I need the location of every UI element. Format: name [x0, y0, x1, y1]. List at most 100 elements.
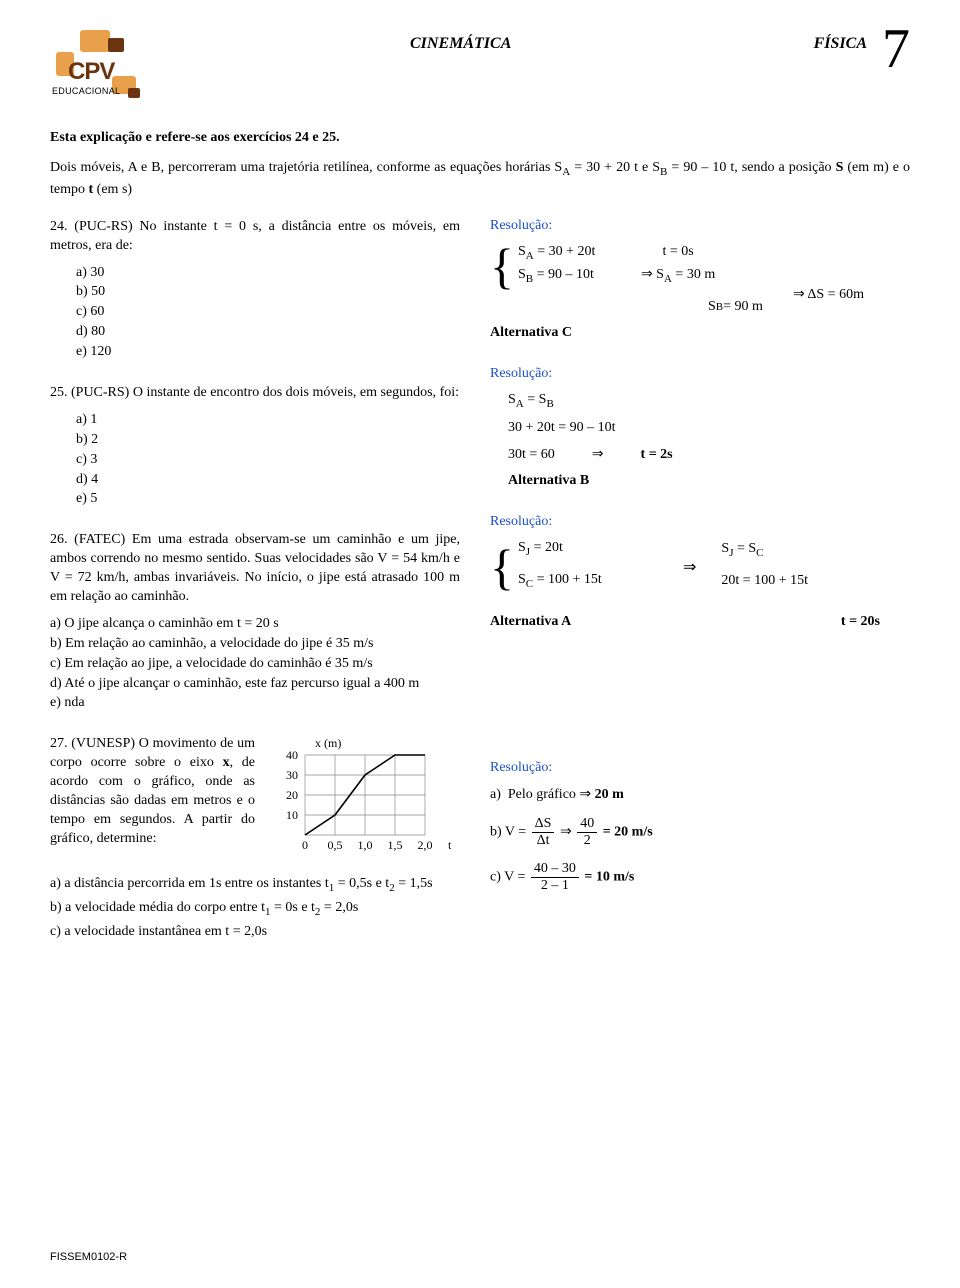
- q26-opt: d) Até o jipe alcançar o caminhão, este …: [50, 675, 460, 694]
- resolution-26: Resolução: { SJ = 20t SC = 100 + 15t ⇒ S…: [490, 514, 910, 630]
- seg: = 20 m/s: [603, 824, 653, 839]
- res25-alt: Alternativa B: [508, 473, 910, 489]
- den: Δt: [532, 833, 555, 848]
- logo: CPV EDUCACIONAL: [50, 30, 150, 110]
- seg: S: [518, 244, 526, 259]
- seg: = 90 m: [723, 299, 763, 315]
- intro-seg: Dois móveis, A e B, percorreram uma traj…: [50, 160, 562, 175]
- resolution-24: Resolução: { SA = 30 + 20t t = 0s SB = 9…: [490, 218, 910, 342]
- subtitle: CINEMÁTICA: [410, 35, 511, 53]
- intro-seg: (em s): [93, 182, 132, 197]
- svg-text:30: 30: [286, 768, 298, 782]
- seg: = 100 + 15t: [533, 572, 602, 587]
- res-label: Resolução:: [490, 366, 910, 382]
- svg-text:0,5: 0,5: [328, 838, 343, 852]
- svg-text:20: 20: [286, 788, 298, 802]
- intro-seg: = 30 + 20 t e S: [570, 160, 660, 175]
- seg: = 1,5s: [395, 876, 433, 891]
- intro-body: Dois móveis, A e B, percorreram uma traj…: [50, 158, 910, 200]
- seg: b) V =: [490, 824, 530, 839]
- res26-t: t = 20s: [841, 614, 880, 629]
- q25-opt: e) 5: [76, 490, 460, 509]
- q27-x: x: [223, 755, 230, 770]
- num: ΔS: [532, 817, 555, 833]
- q27-text: 27. (VUNESP) O movimento de um corpo oco…: [50, 735, 255, 865]
- svg-text:2,0: 2,0: [418, 838, 433, 852]
- left-column: 24. (PUC-RS) No instante t = 0 s, a dist…: [50, 218, 460, 964]
- question-24: 24. (PUC-RS) No instante t = 0 s, a dist…: [50, 218, 460, 362]
- res27-a: a) Pelo gráfico ⇒ 20 m: [490, 786, 910, 803]
- res26-row: { SJ = 20t SC = 100 + 15t ⇒ SJ = SC 20t …: [490, 540, 910, 594]
- seg: t = 0s: [662, 244, 693, 259]
- q25-opt: b) 2: [76, 431, 460, 450]
- res27-c: c) V = 40 – 302 – 1 = 10 m/s: [490, 862, 910, 893]
- content-columns: 24. (PUC-RS) No instante t = 0 s, a dist…: [50, 218, 910, 964]
- arrow-icon: ⇒: [683, 557, 696, 577]
- res-label: Resolução:: [490, 760, 910, 776]
- q26-opt: b) Em relação ao caminhão, a velocidade …: [50, 635, 460, 654]
- svg-text:0: 0: [302, 838, 308, 852]
- seg: = 90 – 10t: [533, 267, 594, 282]
- q24-opt: a) 30: [76, 264, 460, 283]
- question-25: 25. (PUC-RS) O instante de encontro dos …: [50, 384, 460, 509]
- seg: = 0,5s e t: [334, 876, 389, 891]
- svg-text:1,0: 1,0: [358, 838, 373, 852]
- page-number: 7: [882, 27, 910, 72]
- resolution-25: Resolução: SA = SB 30 + 20t = 90 – 10t 3…: [490, 366, 910, 489]
- q25-opt: a) 1: [76, 411, 460, 430]
- chart-svg: x (m): [270, 735, 455, 865]
- q25-opt: c) 3: [76, 451, 460, 470]
- res25-l3: 30t = 60 ⇒ t = 2s: [508, 446, 910, 463]
- seg: = 10 m/s: [584, 869, 634, 884]
- num: 40: [577, 817, 597, 833]
- res24-alt: Alternativa C: [490, 325, 910, 341]
- q24-opt: e) 120: [76, 343, 460, 362]
- q24-options: a) 30 b) 50 c) 60 d) 80 e) 120: [76, 264, 460, 362]
- fraction: ΔSΔt: [532, 817, 555, 848]
- seg: a) a distância percorrida em 1s entre os…: [50, 876, 329, 891]
- seg: 30t = 60: [508, 447, 555, 462]
- res24-line3: SB = 90 m ⇒ ΔS = 60m: [490, 298, 910, 315]
- seg: S: [518, 572, 526, 587]
- res-label: Resolução:: [490, 514, 910, 530]
- den: 2 – 1: [531, 878, 579, 893]
- question-27: 27. (VUNESP) O movimento de um corpo oco…: [50, 735, 460, 941]
- page-header: CPV EDUCACIONAL CINEMÁTICA FÍSICA 7: [50, 30, 910, 110]
- intro-heading: Esta explicação e refere-se aos exercíci…: [50, 130, 910, 146]
- seg: 20t = 100 + 15t: [721, 573, 808, 589]
- seg: = S: [524, 392, 547, 407]
- res26-alt: Alternativa A: [490, 614, 571, 630]
- question-26: 26. (FATEC) Em uma estrada observam-se u…: [50, 531, 460, 713]
- seg: S: [518, 267, 526, 282]
- seg: c) V =: [490, 869, 529, 884]
- logo-text-cpv: CPV: [68, 58, 114, 86]
- fraction: 40 – 302 – 1: [531, 862, 579, 893]
- brace-icon: {: [490, 256, 514, 276]
- q26-opt: c) Em relação ao jipe, a velocidade do c…: [50, 655, 460, 674]
- logo-text-edu: EDUCACIONAL: [52, 86, 120, 96]
- q27-sub-a: a) a distância percorrida em 1s entre os…: [50, 875, 460, 896]
- svg-text:1,5: 1,5: [388, 838, 403, 852]
- footer-code: FISSEM0102-R: [50, 1251, 127, 1263]
- svg-text:40: 40: [286, 748, 298, 762]
- q26-options: a) O jipe alcança o caminhão em t = 20 s…: [50, 615, 460, 713]
- fraction: 402: [577, 817, 597, 848]
- den: 2: [577, 833, 597, 848]
- q27-sub-b: b) a velocidade média do corpo entre t1 …: [50, 899, 460, 920]
- title: FÍSICA: [814, 35, 867, 53]
- seg: = 0s e t: [270, 900, 314, 915]
- seg: = 30 m: [672, 267, 715, 282]
- intro-seg: = 90 – 10 t, sendo a posição: [667, 160, 835, 175]
- q26-text: 26. (FATEC) Em uma estrada observam-se u…: [50, 531, 460, 607]
- res25-l2: 30 + 20t = 90 – 10t: [508, 420, 910, 436]
- seg: = S: [733, 541, 756, 556]
- q25-text: 25. (PUC-RS) O instante de encontro dos …: [50, 384, 460, 403]
- seg: S: [518, 540, 526, 555]
- seg: S: [708, 299, 716, 315]
- seg: ⇒: [560, 824, 575, 839]
- q25-options: a) 1 b) 2 c) 3 d) 4 e) 5: [76, 411, 460, 509]
- chart-ylabel: x (m): [315, 736, 341, 750]
- seg: b) a velocidade média do corpo entre t: [50, 900, 265, 915]
- seg: = 30 + 20t: [534, 244, 596, 259]
- res24-eq: { SA = 30 + 20t t = 0s SB = 90 – 10t ⇒ S…: [490, 244, 910, 289]
